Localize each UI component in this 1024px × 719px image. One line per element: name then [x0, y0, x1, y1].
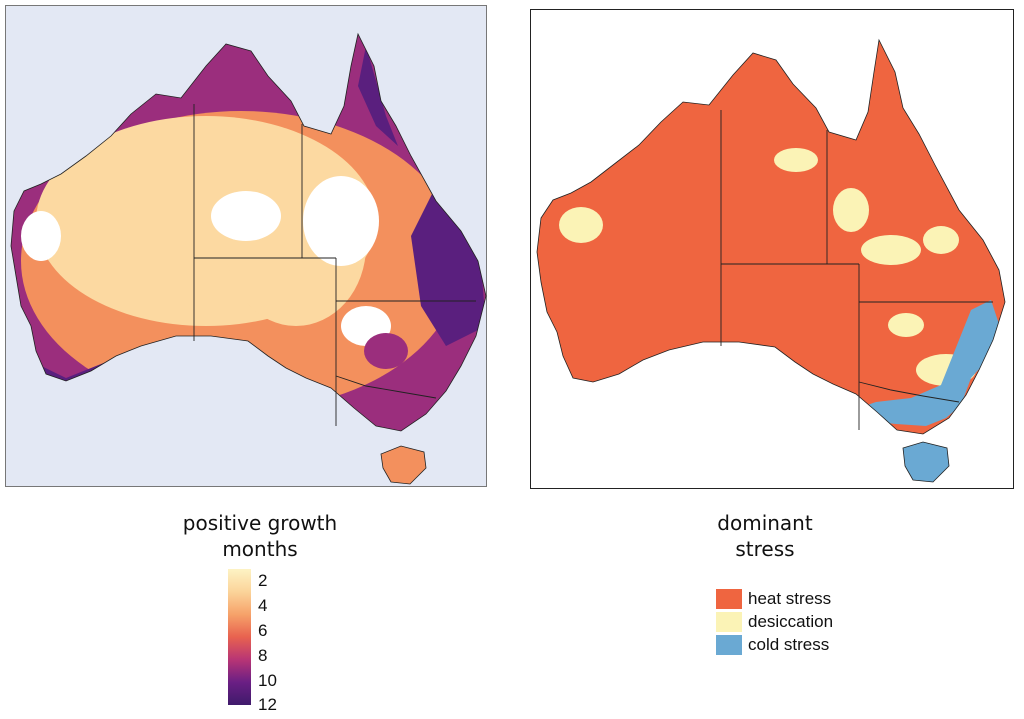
state-borders — [720, 110, 993, 430]
desiccation-patch-nsw — [888, 313, 924, 337]
colorbar-tick-12: 12 — [258, 695, 277, 714]
swatch-heat-stress — [716, 589, 742, 609]
swatch-desiccation — [716, 612, 742, 632]
white-patch-west — [21, 211, 61, 261]
desiccation-patch-north — [774, 148, 818, 172]
growth-legend-title-line1: positive growth — [182, 511, 338, 535]
state-borders — [193, 104, 476, 426]
colorbar-tick-4: 4 — [258, 596, 268, 615]
colorbar-tick-8: 8 — [258, 646, 268, 665]
growth-legend-title-line2: months — [222, 537, 298, 561]
swatch-cold-stress — [716, 635, 742, 655]
stress-legend-title-line2: stress — [735, 537, 795, 561]
growth-colorbar — [228, 569, 251, 705]
desiccation-patch-qld — [861, 235, 921, 265]
mainland — [10, 33, 487, 432]
legend-label-desiccation: desiccation — [748, 612, 834, 631]
desiccation-patch-central — [833, 188, 869, 232]
tasmania — [380, 445, 427, 485]
desiccation-patch-qld-east — [923, 226, 959, 254]
cold-stress-region — [853, 300, 1001, 426]
border-nsw-vic — [335, 375, 437, 399]
dominant-stress-map — [530, 9, 1014, 489]
colorbar-tick-6: 6 — [258, 621, 268, 640]
stress-legend-title-line1: dominant — [717, 511, 813, 535]
desiccation-patch-west — [559, 207, 603, 243]
tasmania — [902, 441, 950, 483]
mainland — [536, 39, 1006, 435]
growth-months-map — [5, 5, 487, 487]
colorbar-tick-10: 10 — [258, 671, 277, 690]
white-patch-central — [211, 191, 281, 241]
white-patch-lake-eyre — [303, 176, 379, 266]
legend-label-heat-stress: heat stress — [748, 589, 832, 608]
dominant-stress-map-svg — [536, 39, 1006, 483]
growth-legend-title: positive growth months — [130, 510, 390, 562]
stress-legend-title: dominant stress — [660, 510, 870, 562]
purple-patch-southeast — [364, 333, 408, 369]
colorbar-tick-2: 2 — [258, 571, 268, 590]
legend-label-cold-stress: cold stress — [748, 635, 830, 654]
border-nsw-vic — [858, 381, 960, 403]
growth-months-map-svg — [10, 33, 487, 485]
wet-cape-york — [358, 46, 398, 146]
